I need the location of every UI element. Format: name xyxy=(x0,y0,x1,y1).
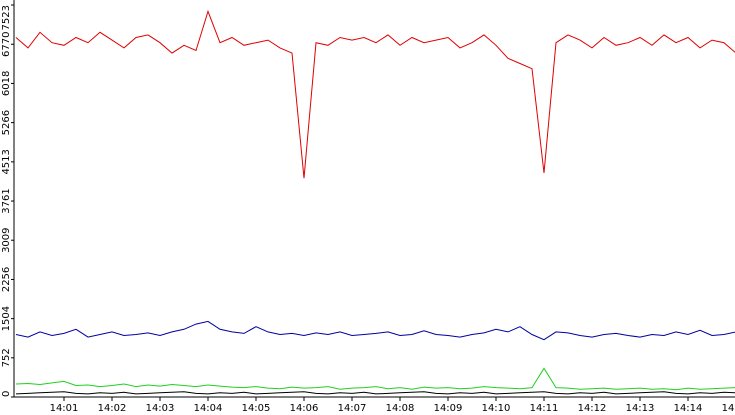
y-tick-label: 2256 xyxy=(1,267,12,292)
y-tick-label: 7523 xyxy=(1,5,12,30)
series-line xyxy=(15,391,735,395)
y-tick-label: 4513 xyxy=(1,149,12,174)
y-tick-label: 6018 xyxy=(1,71,12,96)
x-tick-label: 14:10 xyxy=(482,403,511,414)
y-tick-label: 1504 xyxy=(1,306,12,331)
x-tick-label: 14:06 xyxy=(290,403,319,414)
y-tick-label: 0 xyxy=(1,391,12,397)
y-tick-label: 6770 xyxy=(1,32,12,57)
x-tick-label: 14:05 xyxy=(242,403,271,414)
series-line xyxy=(15,9,735,179)
x-tick-label: 14:13 xyxy=(626,403,655,414)
x-tick-label: 14:15 xyxy=(722,403,735,414)
series-line xyxy=(15,367,735,391)
y-tick-label: 752 xyxy=(1,348,12,367)
x-tick-label: 14:09 xyxy=(434,403,463,414)
y-tick-label: 5266 xyxy=(1,110,12,135)
x-tick-label: 14:02 xyxy=(98,403,127,414)
x-tick-label: 14:01 xyxy=(50,403,79,414)
x-tick-label: 14:12 xyxy=(578,403,607,414)
x-tick-label: 14:14 xyxy=(674,403,703,414)
series-line xyxy=(15,320,735,341)
y-tick-label: 3761 xyxy=(1,188,12,213)
x-tick-label: 14:03 xyxy=(146,403,175,414)
x-tick-label: 14:08 xyxy=(386,403,415,414)
x-tick-label: 14:11 xyxy=(530,403,559,414)
x-tick-label: 14:04 xyxy=(194,403,223,414)
x-tick-label: 14:07 xyxy=(338,403,367,414)
y-tick-label: 3009 xyxy=(1,227,12,252)
